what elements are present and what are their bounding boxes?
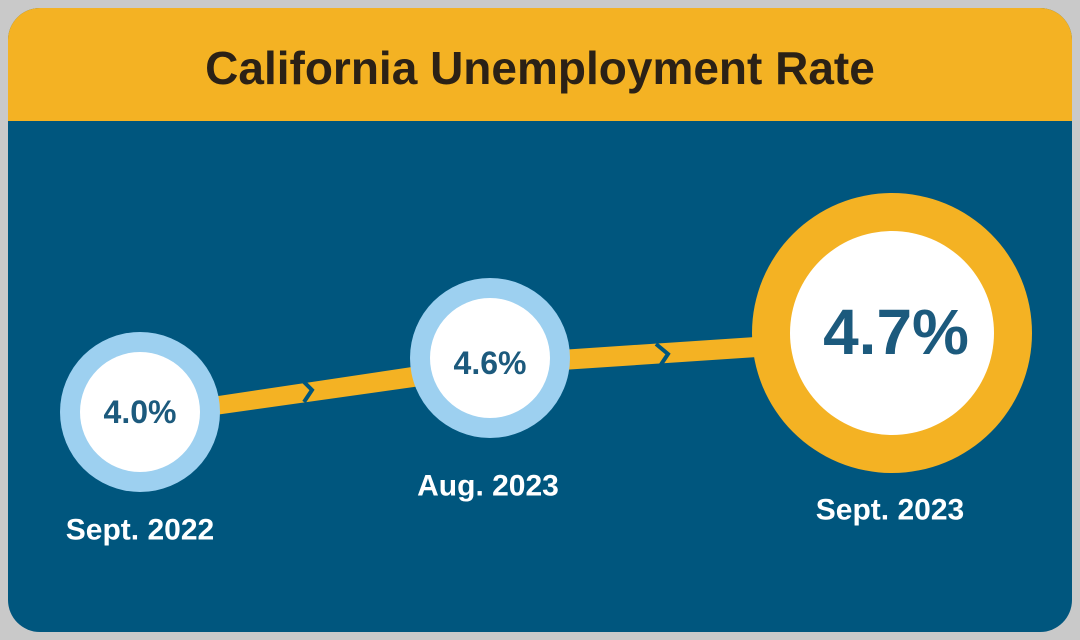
node-label: Aug. 2023: [417, 470, 559, 503]
node: 4.7% Sept. 2023: [752, 193, 1032, 527]
node-label: Sept. 2022: [66, 514, 214, 547]
connector: [205, 336, 772, 416]
node-center: [790, 231, 994, 435]
node-label: Sept. 2023: [816, 494, 964, 527]
node-center: [80, 352, 200, 472]
connector-segment: [205, 364, 435, 416]
node-value: 4.0%: [104, 394, 177, 430]
node-value: 4.7%: [823, 296, 969, 368]
chevron: [298, 376, 315, 404]
node: 4.0% Sept. 2022: [60, 332, 220, 547]
node-center: [430, 298, 550, 418]
title: California Unemployment Rate: [205, 42, 875, 94]
node: 4.6% Aug. 2023: [410, 278, 570, 503]
node-value: 4.6%: [454, 345, 527, 381]
chevron: [654, 342, 671, 368]
header-band: [8, 8, 1072, 121]
